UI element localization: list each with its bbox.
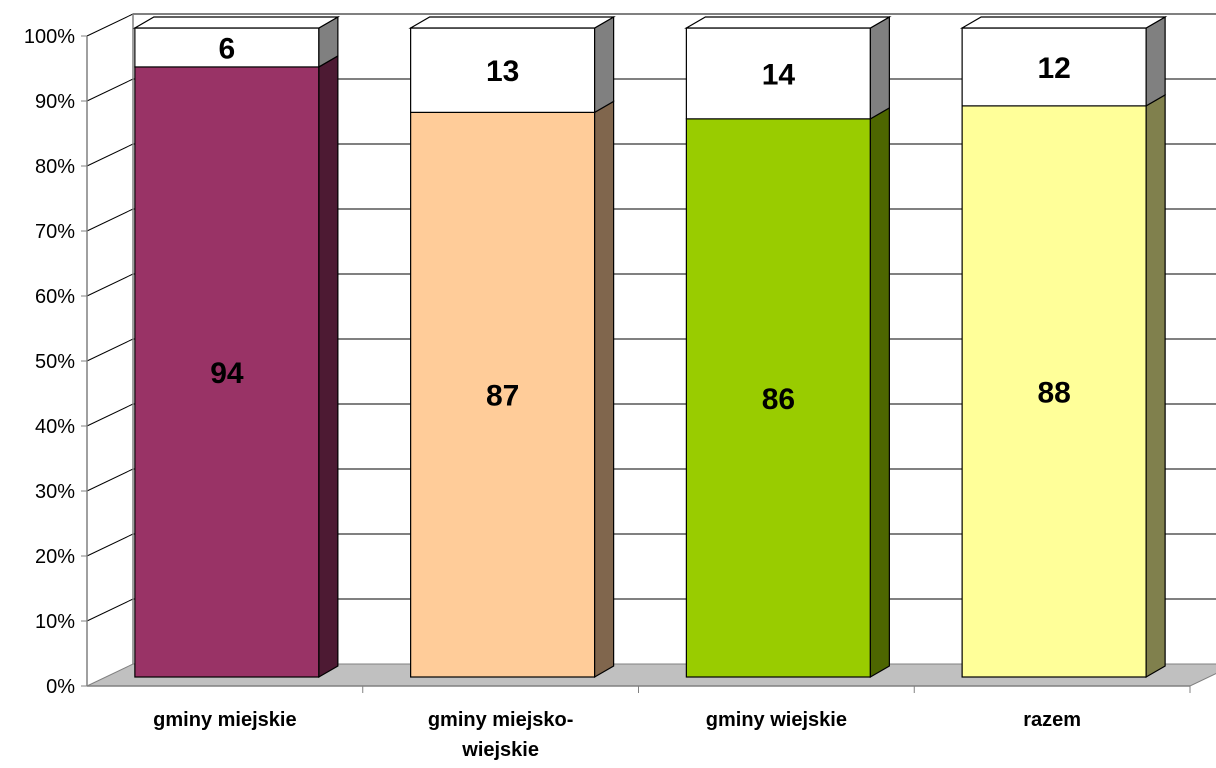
bar-top [959,16,1168,29]
category-label: gminy wiejskie [706,709,847,731]
bar-segment [134,66,320,678]
bar-top [684,16,892,29]
category-label: razem [1023,709,1081,731]
y-tick-label: 80% [35,156,75,178]
bar-top [408,16,616,29]
data-label: 12 [1037,52,1070,85]
bar-side [594,15,615,114]
bar-segment [410,111,596,678]
category-label: gminy miejskie [153,709,296,731]
bar-segment [961,105,1147,678]
gridline-side [86,403,134,427]
y-tick-label: 40% [35,416,75,438]
bar-segment [685,118,871,678]
data-label: 14 [762,58,796,91]
category-label: gminy miejsko- [428,709,574,731]
bar-segment [685,27,871,120]
gridline-side [86,273,134,297]
bar-side [869,15,890,120]
y-tick-label: 20% [35,546,75,568]
bar-side [594,100,615,679]
bars [132,15,1168,679]
y-tick-label: 60% [35,286,75,308]
gridline-side [86,598,134,622]
labels: 94 6 gminy miejskie 87 13 gminy miejsko-wiejs… [153,32,1081,761]
y-tick-label: 50% [35,351,75,373]
gridline-side [86,208,134,232]
data-label: 87 [486,380,519,413]
y-tick-label: 0% [46,676,75,698]
bar-side [318,54,339,679]
category-label: wiejskie [461,739,539,761]
gridline-side [86,78,134,102]
data-label: 94 [210,357,244,390]
data-label: 88 [1037,376,1070,409]
data-label: 13 [486,55,519,88]
gridline-side [86,338,134,362]
y-tick-label: 100% [24,26,75,48]
y-tick-label: 10% [35,611,75,633]
gridline-side [86,13,134,37]
y-tick-label: 70% [35,221,75,243]
bar-side [869,106,890,679]
axes: 0% 10% 20% 30% 40% 50% 60% 70% 80% 90% 100% [24,14,1191,698]
y-tick-label: 90% [35,91,75,113]
y-tick-label: 30% [35,481,75,503]
bar-side [1145,15,1166,107]
bar-top [132,16,341,29]
gridline-side [86,533,134,557]
gridline-side [86,468,134,492]
bar-side [1145,93,1166,679]
data-label: 6 [219,32,236,65]
bar-segment [410,27,596,113]
gridline-side [86,143,134,167]
bar-segment [961,27,1147,107]
data-label: 86 [762,383,795,416]
bar-segment [134,27,320,68]
